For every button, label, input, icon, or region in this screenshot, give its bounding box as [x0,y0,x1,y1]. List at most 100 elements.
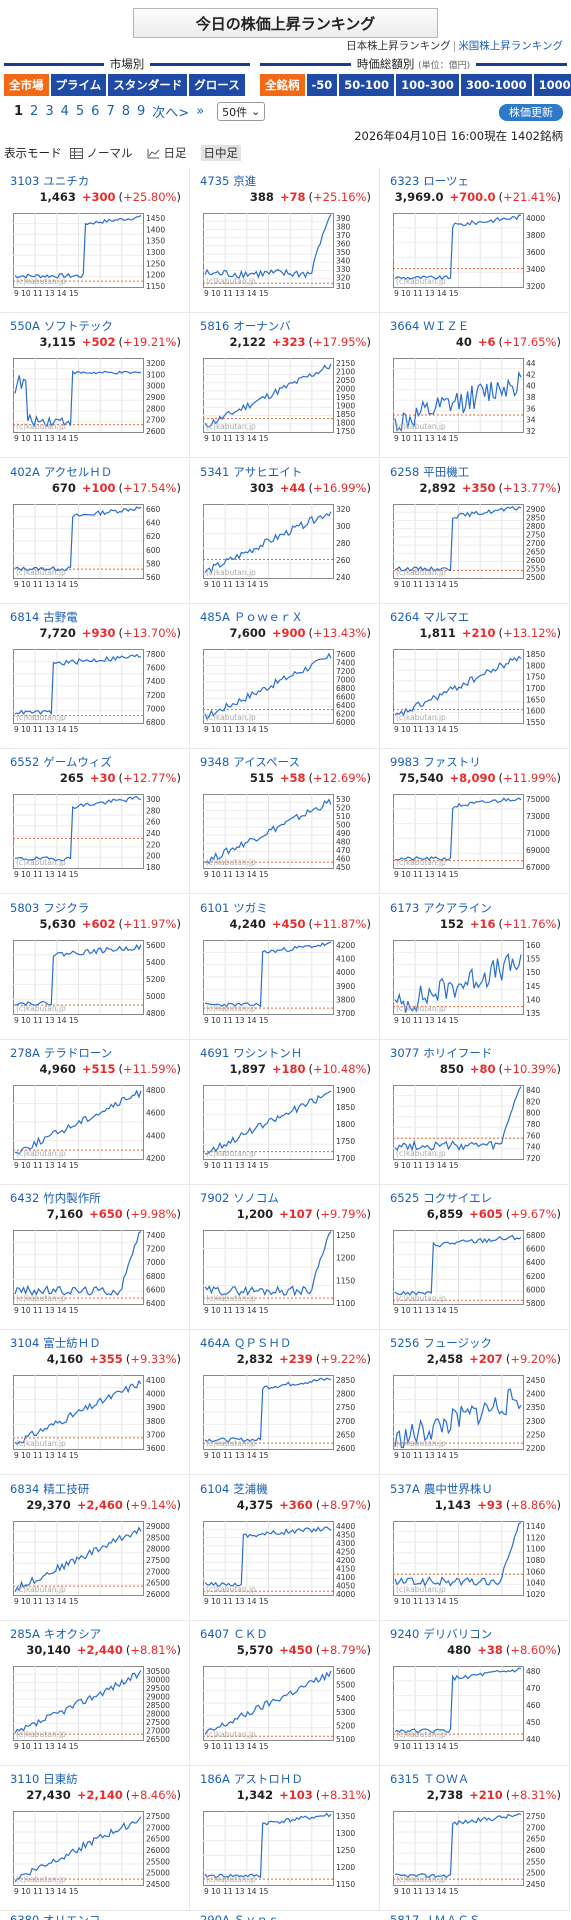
page-link-8[interactable]: 8 [121,104,131,119]
page-link-6[interactable]: 6 [91,104,100,119]
stock-label[interactable]: 平田機工 [423,464,470,479]
mode-daily[interactable]: 日足 [147,145,187,161]
cap-button-4[interactable]: 300-1000 [460,74,532,96]
stock-code[interactable]: 6814 [10,609,40,624]
stock-name[interactable]: 4735 京進 [200,173,256,189]
market-button-1[interactable]: プライム [50,74,107,96]
intraday-chart[interactable]: 320 300 280 260 240 (c)kabutan.jp 9 10 11 13 1… [203,501,367,591]
cap-button-5[interactable]: 1000- [533,74,571,96]
stock-code[interactable]: 550A [10,319,40,334]
stock-code[interactable]: 6407 [200,1627,230,1641]
stock-label[interactable]: ＱＰＳＨＤ [233,1336,292,1351]
stock-name[interactable]: 9983 ファストリ [390,754,481,770]
stock-card[interactable]: 6101 ツガミ 4,240 +450 (+11.87%) 4200 4100 4000 390… [190,894,380,1040]
stock-name[interactable]: 402A アクセルＨＤ [10,464,112,480]
mode-normal[interactable]: ノーマル [69,145,133,161]
stock-code[interactable]: 6552 [10,755,40,770]
stock-name[interactable]: 3104 富士紡ＨＤ [10,1335,101,1351]
stock-card[interactable]: 285A キオクシア 30,140 +2,440 (+8.81%) 30500 30000 2… [0,1621,190,1766]
intraday-chart[interactable]: 1900 1850 1800 1750 1700 (c)kabutan.jp 9 10 11… [203,1082,367,1172]
stock-name[interactable]: 5803 フジクラ [10,900,89,916]
stock-label[interactable]: ツガミ [233,900,268,915]
stock-code[interactable]: 485A [200,609,230,624]
stock-name[interactable]: 186A アストロＨＤ [200,1771,303,1787]
stock-card[interactable]: 6104 芝浦機 4,375 +360 (+8.97%) 4400 4350 4300 4250… [190,1475,380,1621]
intraday-chart[interactable]: 3200 3100 3000 2900 2800 2700 2600 (c)kabutan.j… [13,355,177,445]
stock-name[interactable]: 5256 フュージック [390,1335,492,1351]
stock-code[interactable]: 6323 [390,174,420,188]
stock-card[interactable]: 485A ＰｏｗｅｒＸ 7,600 +900 (+13.43%) 7600 7400 7200… [190,603,380,749]
stock-label[interactable]: アサヒエイト [233,464,303,479]
stock-label[interactable]: コクサイエレ [423,1191,493,1206]
stock-name[interactable]: 3103 ユニチカ [10,173,89,189]
intraday-chart[interactable]: 1250 1200 1150 1100 (c)kabutan.jp 9 10 11 13 … [203,1227,367,1317]
stock-card[interactable]: 3103 ユニチカ 1,463 +300 (+25.80%) 1450 1400 1350 13… [0,168,190,313]
page-link-4[interactable]: 4 [60,104,69,119]
stock-code[interactable]: 7902 [200,1191,230,1206]
stock-card[interactable]: 278A テラドローン 4,960 +515 (+11.59%) 4800 4600 4400… [0,1039,190,1185]
stock-card[interactable]: 6432 竹内製作所 7,160 +650 (+9.98%) 7400 7200 7000 68… [0,1185,190,1331]
intraday-chart[interactable]: 1450 1400 1350 1300 1250 1200 1150 (c)kabutan.j… [13,210,177,300]
page-link-7[interactable]: 7 [106,104,115,119]
stock-card[interactable]: 9348 アイスペース 515 +58 (+12.69%) 530 520 510 500 490… [190,749,380,895]
stock-card[interactable]: 6407 ＣＫＤ 5,570 +450 (+8.79%) 5600 5500 5400 5300… [190,1621,380,1766]
stock-name[interactable]: 6258 平田機工 [390,464,469,480]
stock-label[interactable]: ＷＩＺＥ [423,319,470,334]
stock-label[interactable]: ＴＯＷＡ [423,1772,470,1787]
stock-card[interactable]: 537A 農中世界株Ｕ 1,143 +93 (+8.86%) 1140 1120 1100 10… [380,1475,570,1621]
intraday-chart[interactable]: 2850 2800 2750 2700 2650 2600 (c)kabutan.jp 9 1… [203,1372,367,1462]
stock-name[interactable]: 3664 ＷＩＺＥ [390,318,469,334]
stock-code[interactable]: 3077 [390,1045,420,1060]
last-page-link[interactable]: » [196,104,205,119]
page-link-2[interactable]: 2 [30,104,39,119]
stock-code[interactable]: 6104 [200,1481,230,1496]
stock-name[interactable]: 9348 アイスペース [200,754,300,770]
stock-card[interactable]: 402A アクセルＨＤ 670 +100 (+17.54%) 660 640 620 600 58… [0,458,190,604]
per-page-select[interactable]: 50件 ⌄ [217,102,266,121]
stock-label[interactable]: 京進 [233,174,257,188]
intraday-chart[interactable]: 7800 7600 7400 7200 7000 6800 (c)kabutan.jp 9 1… [13,646,177,736]
stock-label[interactable]: アクアライン [423,900,492,915]
mode-intraday[interactable]: 日中足 [200,145,241,161]
stock-label[interactable]: ローツェ [423,174,470,188]
stock-code[interactable]: 6834 [10,1481,40,1496]
stock-code[interactable]: 6264 [390,609,420,624]
stock-card[interactable]: 5816 オーナンバ 2,122 +323 (+17.95%) 2150 2100 2050 2… [190,313,380,459]
stock-label[interactable]: ゲームウィズ [43,755,112,770]
stock-name[interactable]: 5816 オーナンバ [200,318,291,334]
stock-label[interactable]: 古野電 [43,609,78,624]
stock-code[interactable]: 5816 [200,319,230,334]
stock-code[interactable]: 402A [10,464,40,479]
stock-code[interactable]: 4735 [200,174,230,188]
stock-card[interactable]: 6552 ゲームウィズ 265 +30 (+12.77%) 300 280 260 240 220… [0,749,190,895]
stock-code[interactable]: 5803 [10,900,40,915]
stock-label[interactable]: 富士紡ＨＤ [43,1336,101,1351]
stock-code[interactable]: 3103 [10,174,40,188]
stock-card[interactable]: 5256 フュージック 2,458 +207 (+9.20%) 2450 2400 2350 2… [380,1330,570,1476]
stock-card[interactable]: 5803 フジクラ 5,630 +602 (+11.97%) 5600 5400 5200 50… [0,894,190,1040]
stock-card[interactable]: 3104 富士紡ＨＤ 4,160 +355 (+9.33%) 4100 4000 3900 38… [0,1330,190,1476]
stock-code[interactable]: 4691 [200,1045,230,1060]
intraday-chart[interactable]: 44 42 40 38 36 34 32 (c)kabutan.jp 9 10 11 13 14… [393,355,557,445]
stock-label[interactable]: フュージック [423,1336,493,1351]
intraday-chart[interactable]: 27500 27000 26500 26000 25500 25000 24500 (c)ka… [13,1808,177,1898]
intraday-chart[interactable]: 4800 4600 4400 4200 (c)kabutan.jp 9 10 11 13 … [13,1082,177,1172]
intraday-chart[interactable]: 7400 7200 7000 6800 6600 6400 (c)kabutan.jp 9 1… [13,1227,177,1317]
stock-card[interactable]: 3110 日東紡 27,430 +2,140 (+8.46%) 27500 27000 265… [0,1766,190,1912]
stock-label[interactable]: 芝浦機 [233,1481,268,1496]
stock-name[interactable]: 6525 コクサイエレ [390,1190,492,1206]
stock-code[interactable]: 6173 [390,900,420,915]
stock-label[interactable]: ファストリ [423,755,481,770]
cap-button-1[interactable]: -50 [306,74,338,96]
intraday-chart[interactable]: 75000 73000 71000 69000 67000 (c)kabutan.jp 9 … [393,791,557,881]
stock-card[interactable]: 4735 京進 388 +78 (+25.16%) 390 380 370 360 350 340 3… [190,168,380,313]
intraday-chart[interactable]: 300 280 260 240 220 200 180 (c)kabutan.jp 9 10 1… [13,791,177,881]
intraday-chart[interactable]: 1350 1300 1250 1200 1150 (c)kabutan.jp 9 10 11… [203,1808,367,1898]
intraday-chart[interactable]: 1850 1800 1750 1700 1650 1600 1550 (c)kabutan.j… [393,646,557,736]
intraday-chart[interactable]: 2750 2700 2650 2600 2550 2500 2450 (c)kabutan.j… [393,1808,557,1898]
stock-card[interactable]: 6834 精工技研 29,370 +2,460 (+9.14%) 29000 28500 28… [0,1475,190,1621]
stock-card[interactable]: 9983 ファストリ 75,540 +8,090 (+11.99%) 75000 73000… [380,749,570,895]
stock-code[interactable]: 3664 [390,319,420,334]
